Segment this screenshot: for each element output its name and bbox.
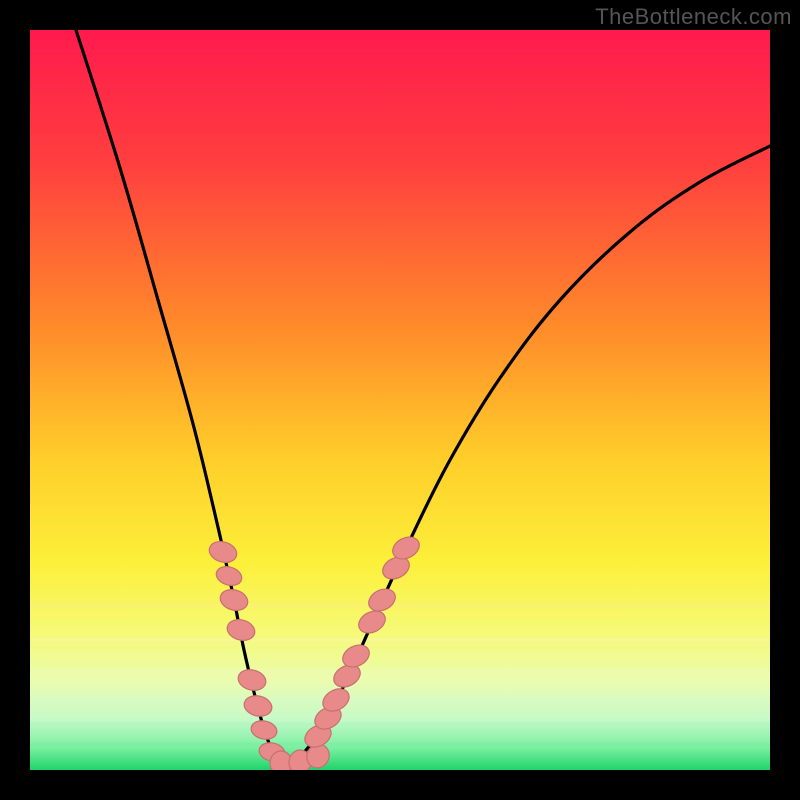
watermark-text: TheBottleneck.com bbox=[595, 4, 792, 30]
figure-root: TheBottleneck.com bbox=[0, 0, 800, 800]
chart-svg bbox=[0, 0, 800, 800]
plot-background bbox=[30, 30, 770, 770]
